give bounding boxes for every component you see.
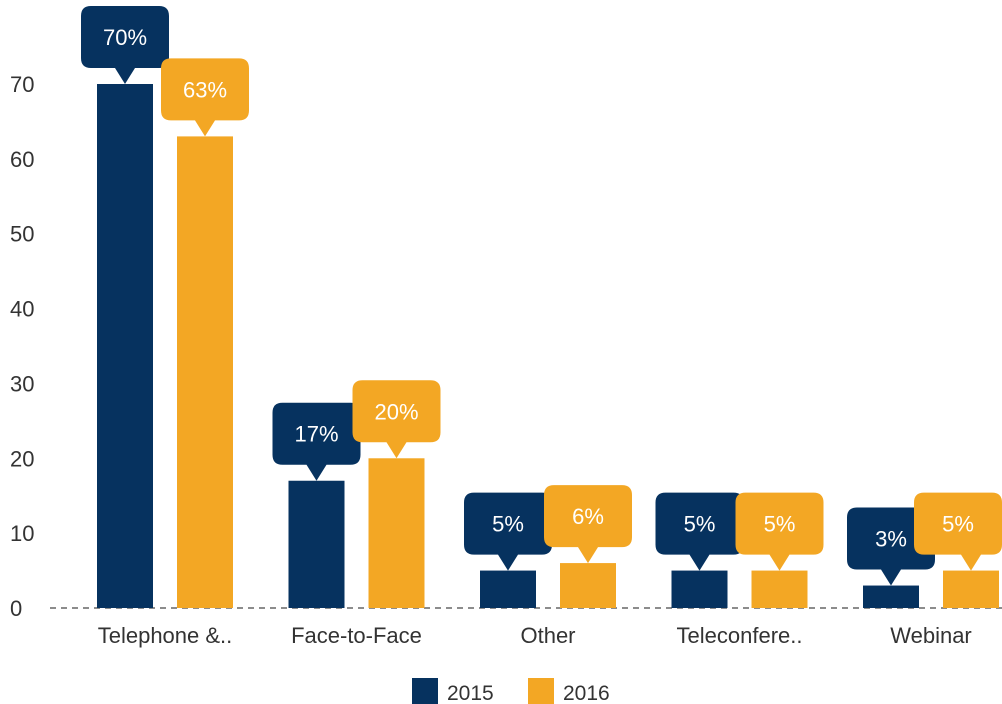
data-label-2015-1: 17% [294,422,338,447]
x-axis: Telephone &.. Face-to-Face Other Teleconfer… [98,623,972,648]
bar-2015-3[interactable] [671,570,728,608]
bars [97,84,999,608]
x-tick-label-1: Face-to-Face [291,623,422,648]
data-labels: 70% 63% 17% 20% 5% 6% 5% 5% 3% 5% [81,6,1002,586]
y-tick-label-20: 20 [10,446,34,471]
bar-2015-2[interactable] [480,570,536,608]
bar-2016-3[interactable] [751,570,808,608]
bar-2015-4[interactable] [863,585,919,608]
y-tick-label-40: 40 [10,297,34,322]
legend-label-2016: 2016 [563,682,610,704]
data-label-2016-4: 5% [942,512,974,537]
y-tick-label-60: 60 [10,147,34,172]
bar-2016-2[interactable] [560,563,616,608]
data-label-2015-3: 5% [684,512,716,537]
legend-swatch-2016 [528,678,554,704]
bar-2016-1[interactable] [368,458,425,608]
data-label-bubble-2016-0 [161,58,249,137]
y-tick-label-70: 70 [10,72,34,97]
data-label-2016-3: 5% [764,512,796,537]
data-label-2016-0: 63% [183,77,227,102]
y-axis: 0 10 20 30 40 50 60 70 [10,72,34,621]
y-tick-label-30: 30 [10,371,34,396]
legend-item-2015[interactable]: 2015 [412,678,494,704]
data-label-bubble-2015-2 [464,492,552,571]
data-label-bubble-2015-4 [847,507,935,586]
y-tick-label-50: 50 [10,222,34,247]
x-tick-label-2: Other [520,623,575,648]
bar-2016-0[interactable] [177,136,233,608]
data-label-2015-0: 70% [103,25,147,50]
legend[interactable]: 2015 2016 [412,678,610,704]
y-tick-label-0: 0 [10,596,22,621]
data-label-2016-1: 20% [374,399,418,424]
data-label-bubble-2015-3 [655,492,744,571]
data-label-2015-4: 3% [875,527,907,552]
bar-2015-1[interactable] [288,480,345,608]
data-label-bubble-2015-1 [272,402,361,481]
y-tick-label-10: 10 [10,521,34,546]
x-tick-label-3: Teleconfere.. [677,623,803,648]
legend-swatch-2015 [412,678,438,704]
data-label-bubble-2016-1 [352,380,441,459]
data-label-bubble-2016-2 [544,485,632,564]
data-label-bubble-2016-4 [914,492,1002,571]
data-label-2015-2: 5% [492,512,524,537]
bar-2016-4[interactable] [943,570,999,608]
legend-item-2016[interactable]: 2016 [528,678,610,704]
data-label-bubble-2015-0 [81,6,169,84]
x-tick-label-4: Webinar [890,623,972,648]
data-label-bubble-2016-3 [735,492,824,571]
legend-label-2015: 2015 [447,682,494,704]
x-tick-label-0: Telephone &.. [98,623,233,648]
bar-2015-0[interactable] [97,84,153,608]
data-label-2016-2: 6% [572,504,604,529]
